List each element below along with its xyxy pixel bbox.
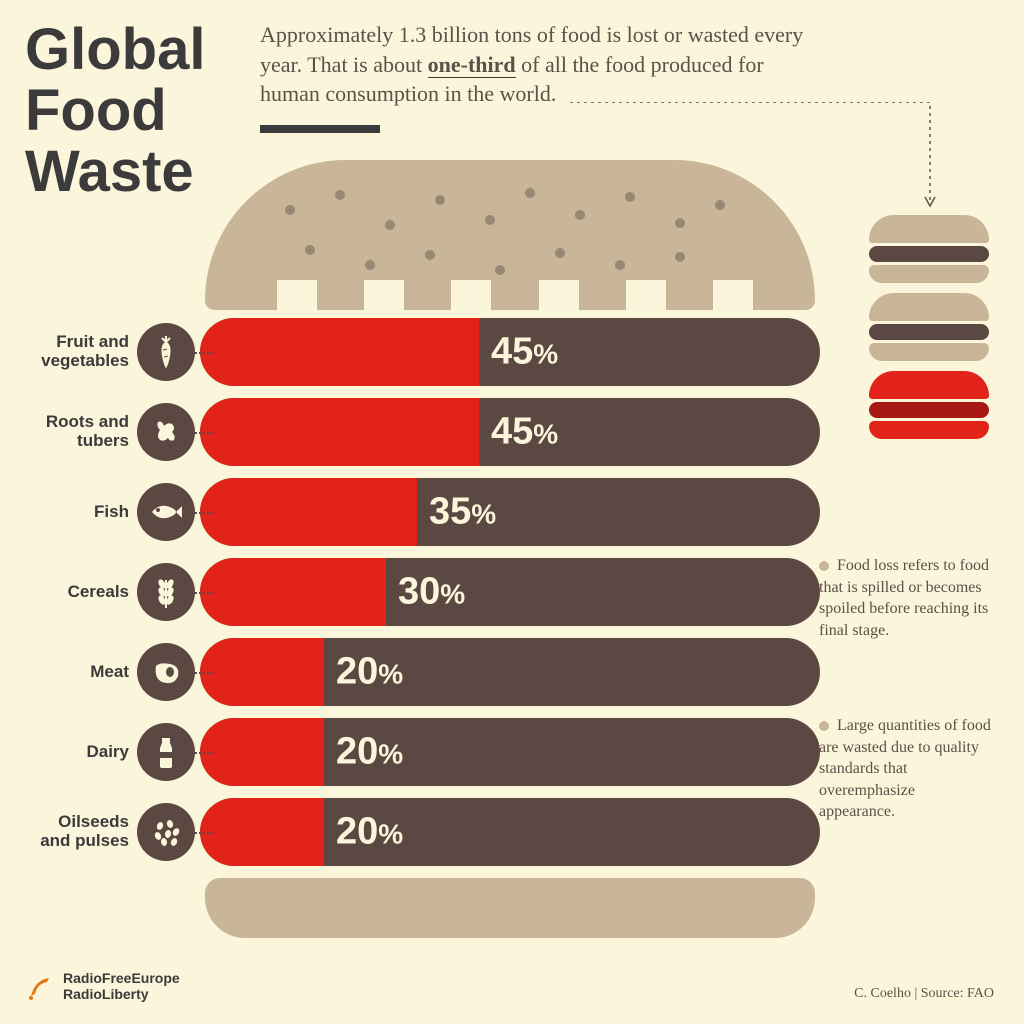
waste-bar: 20% [200,718,820,786]
mini-burgers [869,215,989,449]
seed-icon [675,252,685,262]
bottle-icon [137,723,195,781]
labels-container: Fruit and vegetables Roots and tubers Fish… [10,318,195,878]
category-label-row: Dairy [10,718,195,786]
seed-icon [715,200,725,210]
waste-bar: 20% [200,798,820,866]
bun-top [205,160,815,310]
waste-bar: 20% [200,638,820,706]
category-label: Meat [90,663,129,682]
footer-org2: RadioLiberty [63,987,180,1002]
category-label: Oilseeds and pulses [39,813,129,850]
intro-underline-bar [260,125,380,133]
connector-dots [195,512,213,514]
category-label: Fruit and vegetables [39,333,129,370]
side-note: Food loss refers to food that is spilled… [819,555,994,641]
category-label-row: Fruit and vegetables [10,318,195,386]
waste-bar: 35% [200,478,820,546]
mini-burger-icon [869,215,989,283]
connector-dots [195,592,213,594]
bun-bottom [205,878,815,938]
ginger-icon [137,403,195,461]
seed-icon [625,192,635,202]
mini-burger-icon [869,293,989,361]
seed-icon [385,220,395,230]
burger-chart: 45% 45% 35% 30% 20% 20% 20% [200,160,820,938]
waste-bar-fill [200,478,417,546]
category-label: Roots and tubers [39,413,129,450]
connector-dots [195,352,213,354]
seed-icon [525,188,535,198]
waste-bar-fill [200,398,479,466]
seed-icon [425,250,435,260]
category-label: Fish [94,503,129,522]
intro-text: Approximately 1.3 billion tons of food i… [260,20,820,109]
waste-bar-fill [200,798,324,866]
seed-icon [335,190,345,200]
bun-slats [230,280,800,320]
bullet-icon [819,721,829,731]
category-label: Dairy [86,743,129,762]
connector-dots [195,672,213,674]
category-label-row: Oilseeds and pulses [10,798,195,866]
waste-bar-pct: 45% [491,411,558,454]
waste-bar-pct: 30% [398,571,465,614]
connector-dots [195,752,213,754]
waste-bar: 45% [200,398,820,466]
seed-icon [555,248,565,258]
page-title: GlobalFoodWaste [25,20,205,203]
bars-container: 45% 45% 35% 30% 20% 20% 20% [200,318,820,866]
steak-icon [137,643,195,701]
fish-icon [137,483,195,541]
waste-bar-fill [200,718,324,786]
seed-icon [495,265,505,275]
seed-icon [675,218,685,228]
seed-icon [305,245,315,255]
connector-dots [195,832,213,834]
intro-bold: one-third [428,52,516,78]
connector-dots [195,432,213,434]
footer-credit: C. Coelho | Source: FAO [854,986,994,1002]
wheat-icon [137,563,195,621]
seed-icon [285,205,295,215]
category-label: Cereals [68,583,129,602]
waste-bar-pct: 35% [429,491,496,534]
rfe-logo-icon [25,972,55,1002]
footer-left: RadioFreeEurope RadioLiberty [25,971,180,1002]
side-note: Large quantities of food are wasted due … [819,715,994,823]
waste-bar-fill [200,638,324,706]
mini-burger-icon [869,371,989,439]
category-label-row: Meat [10,638,195,706]
category-label-row: Roots and tubers [10,398,195,466]
waste-bar-pct: 20% [336,811,403,854]
seed-icon [365,260,375,270]
waste-bar: 45% [200,318,820,386]
category-label-row: Cereals [10,558,195,626]
waste-bar-fill [200,318,479,386]
waste-bar-pct: 20% [336,651,403,694]
seed-icon [615,260,625,270]
footer-org1: RadioFreeEurope [63,971,180,986]
seed-icon [435,195,445,205]
carrot-icon [137,323,195,381]
waste-bar: 30% [200,558,820,626]
seed-icon [575,210,585,220]
bullet-icon [819,561,829,571]
waste-bar-pct: 20% [336,731,403,774]
waste-bar-pct: 45% [491,331,558,374]
seed-icon [485,215,495,225]
waste-bar-fill [200,558,386,626]
seeds-icon [137,803,195,861]
category-label-row: Fish [10,478,195,546]
